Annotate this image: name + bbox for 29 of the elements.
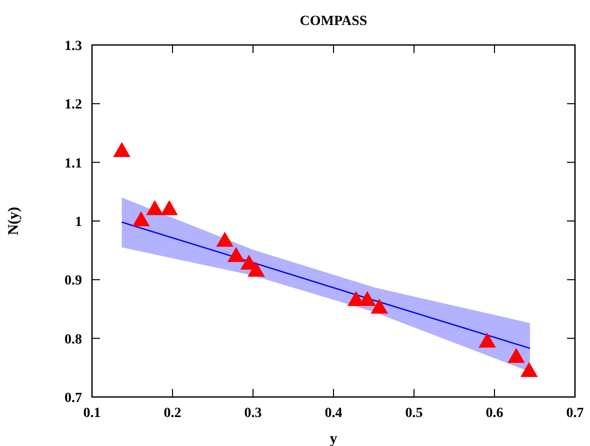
x-tick-label: 0.1 [83, 406, 101, 421]
point [370, 298, 388, 314]
x-tick-label: 0.3 [244, 406, 262, 421]
y-tick-label: 0.8 [64, 332, 82, 348]
point [248, 262, 265, 277]
point [478, 332, 496, 348]
y-tick-label: 1.2 [64, 98, 82, 113]
point [508, 348, 525, 363]
y-tick-label: 1.3 [64, 39, 82, 54]
x-axis-title: y [330, 431, 338, 446]
point [520, 362, 538, 378]
x-tick-label: 0.5 [405, 406, 423, 421]
y-tick-label: 1 [75, 215, 82, 230]
y-tick-label: 0.7 [64, 391, 82, 406]
y-tick-label: 0.9 [64, 274, 82, 289]
point [146, 200, 164, 216]
line-series [121, 222, 531, 349]
point [160, 200, 178, 216]
point [216, 232, 234, 247]
point [132, 211, 150, 226]
point [113, 142, 130, 158]
x-tick-label: 0.6 [486, 406, 504, 421]
y-tick-label: 1.1 [64, 156, 82, 172]
y-axis-title: N(y) [6, 206, 22, 236]
chart-title: COMPASS [300, 14, 368, 29]
x-tick-label: 0.7 [566, 406, 584, 421]
x-tick-label: 0.2 [164, 406, 182, 421]
x-tick-label: 0.4 [324, 406, 342, 421]
point [227, 247, 245, 262]
